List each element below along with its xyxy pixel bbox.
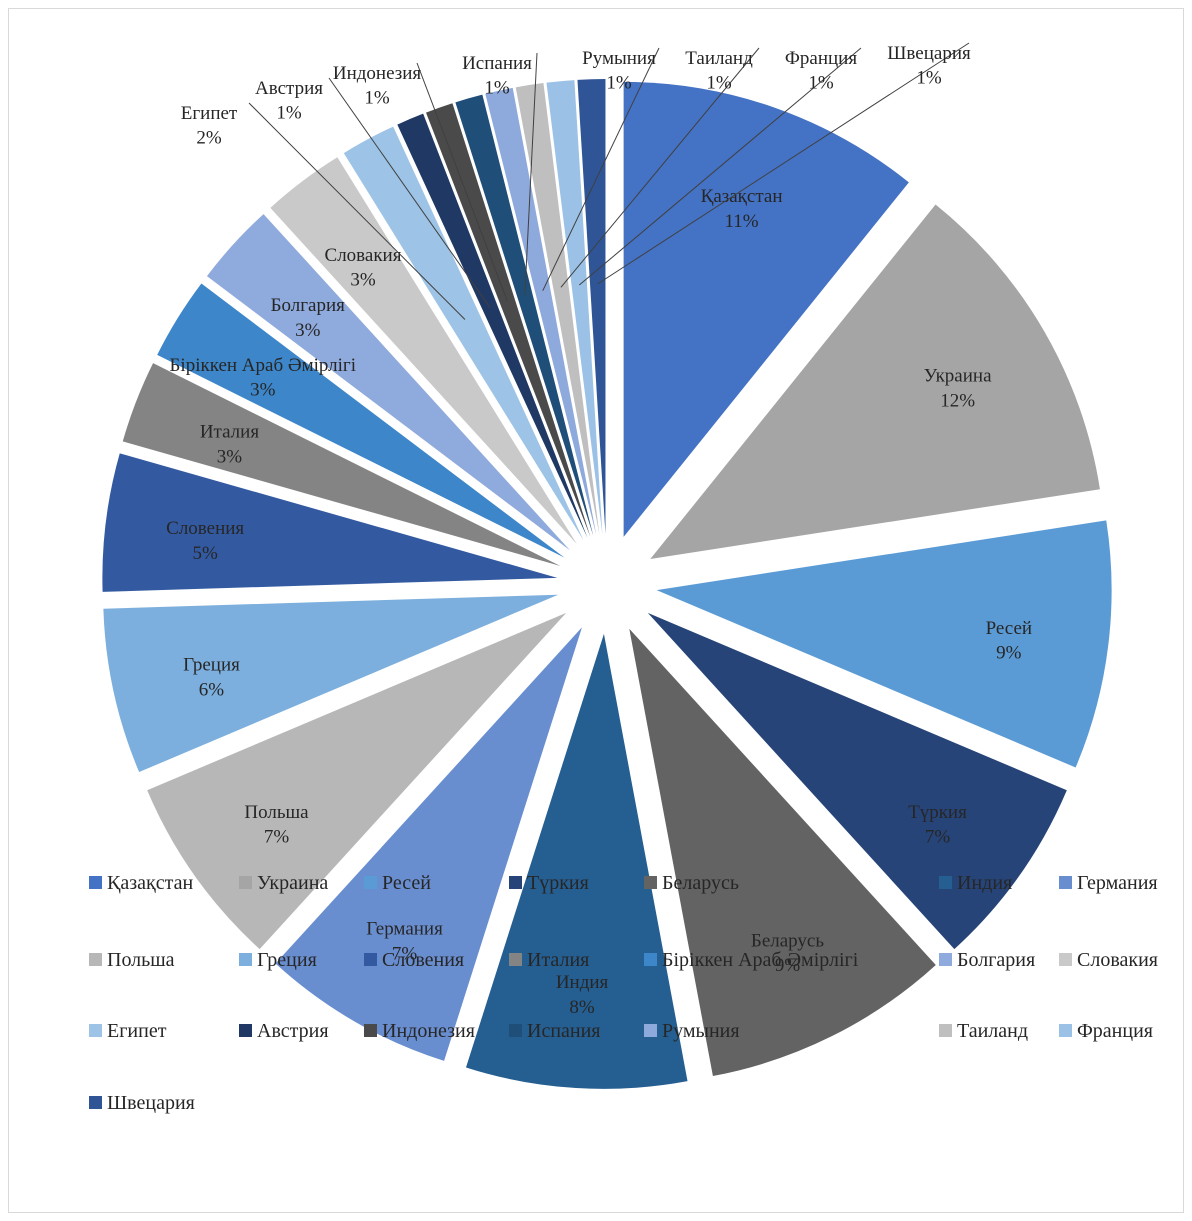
legend-swatch-испания — [509, 1024, 522, 1037]
legend-label-словакия: Словакия — [1077, 949, 1158, 971]
legend-label-германия: Германия — [1077, 872, 1158, 894]
legend-swatch-польша — [89, 953, 102, 966]
slice-label-франция: Франция 1% — [785, 48, 857, 94]
pie-slice-польша — [147, 612, 567, 950]
pie-slice-индонезия — [426, 103, 591, 537]
legend-swatch-индонезия — [364, 1024, 377, 1037]
legend-label-австрия: Австрия — [257, 1020, 329, 1042]
pie-slice-беларусь — [629, 628, 936, 1077]
pie-slice-индия — [465, 633, 688, 1089]
pie-slice-египет — [343, 126, 584, 540]
slice-label-беларусь: Беларусь 9% — [751, 930, 824, 976]
legend-label-испания: Испания — [527, 1020, 601, 1042]
legend-swatch-австрия — [239, 1024, 252, 1037]
legend-label-польша: Польша — [107, 949, 175, 971]
pie-slice-швецария — [577, 79, 606, 535]
legend-label-индия: Индия — [957, 872, 1012, 894]
chart-area: Қазақстан 11% Украина 12% Ресей 9% Түркия 7% Бел… — [8, 8, 1184, 1213]
legend: Қазақстан Украина Ресей Түркия Беларусь Индия… — [89, 872, 1158, 1114]
legend-swatch-ресей — [364, 876, 377, 889]
legend-swatch-румыния — [644, 1024, 657, 1037]
legend-swatch-индия — [939, 876, 952, 889]
legend-swatch-беларусь — [644, 876, 657, 889]
legend-label-греция: Греция — [257, 949, 317, 971]
slice-label-румыния: Румыния 1% — [582, 48, 656, 94]
slice-label-таиланд: Таиланд 1% — [685, 48, 753, 94]
legend-label-біріккен-араб-әмірлігі: Біріккен Араб Әмірлігі — [662, 949, 859, 971]
legend-swatch-болгария — [939, 953, 952, 966]
slice-label-ресей: Ресей 9% — [986, 618, 1033, 664]
leader-line-австрия — [328, 77, 491, 308]
legend-label-индонезия: Индонезия — [382, 1020, 475, 1042]
leader-line-румыния — [542, 47, 660, 291]
pie-slice-қазақстан — [623, 81, 909, 537]
leader-line-таиланд — [560, 47, 760, 288]
pie-slice-румыния — [485, 87, 597, 536]
legend-label-түркия: Түркия — [527, 872, 589, 894]
pie-slice-италия — [122, 363, 561, 566]
slice-label-қазақстан: Қазақстан 11% — [701, 186, 783, 232]
pie-slice-украина — [650, 204, 1100, 559]
pie-slice-словения — [102, 453, 558, 592]
legend-swatch-египет — [89, 1024, 102, 1037]
leader-line-индонезия — [416, 62, 508, 301]
slice-label-германия: Германия 7% — [366, 919, 443, 965]
slice-label-греция: Греция 6% — [183, 655, 240, 701]
legend-swatch-франция — [1059, 1024, 1072, 1037]
leader-line-швецария — [597, 42, 970, 285]
legend-label-қазақстан: Қазақстан — [107, 872, 193, 894]
slice-label-австрия: Австрия 1% — [255, 78, 323, 124]
legend-swatch-украина — [239, 876, 252, 889]
legend-label-беларусь: Беларусь — [662, 872, 739, 894]
slice-label-швецария: Швецария 1% — [887, 43, 971, 89]
pie-slice-испания — [455, 94, 594, 536]
pie-slice-таиланд — [515, 83, 600, 535]
slice-label-словения: Словения 5% — [166, 518, 244, 564]
legend-label-италия: Италия — [527, 949, 589, 971]
slice-label-испания: Испания 1% — [462, 53, 532, 99]
slice-label-словакия: Словакия 3% — [325, 245, 402, 291]
slice-label-польша: Польша 7% — [244, 802, 309, 848]
leader-line-франция — [578, 47, 862, 286]
pie-slice-германия — [275, 627, 582, 1061]
legend-swatch-словакия — [1059, 953, 1072, 966]
pie-slice-біріккен-араб-әмірлігі — [157, 283, 565, 558]
pie-slice-болгария — [206, 214, 571, 551]
legend-label-словения: Словения — [382, 949, 464, 971]
legend-swatch-словения — [364, 953, 377, 966]
legend-label-ресей: Ресей — [382, 872, 431, 894]
legend-swatch-біріккен-араб-әмірлігі — [644, 953, 657, 966]
legend-label-швецария: Швецария — [107, 1092, 195, 1114]
pie-slice-австрия — [397, 113, 588, 538]
pie-slice-түркия — [647, 612, 1067, 950]
slice-label-түркия: Түркия 7% — [908, 802, 967, 848]
slice-label-украина: Украина 12% — [924, 366, 992, 412]
pie-slice-греция — [103, 594, 559, 773]
slice-label-индонезия: Индонезия 1% — [333, 63, 422, 109]
slice-label-болгария: Болгария 3% — [271, 295, 346, 341]
legend-swatch-греция — [239, 953, 252, 966]
legend-label-египет: Египет — [107, 1020, 167, 1042]
legend-swatch-италия — [509, 953, 522, 966]
legend-label-румыния: Румыния — [662, 1020, 740, 1042]
legend-label-франция: Франция — [1077, 1020, 1153, 1042]
legend-label-таиланд: Таиланд — [957, 1020, 1028, 1042]
leader-line-испания — [524, 52, 538, 296]
leader-line-египет — [248, 102, 466, 320]
legend-label-болгария: Болгария — [957, 949, 1035, 971]
legend-label-украина: Украина — [257, 872, 328, 894]
slice-label-біріккен-араб-әмірлігі: Біріккен Араб Әмірлігі 3% — [170, 355, 356, 401]
legend-swatch-германия — [1059, 876, 1072, 889]
pie-slice-франция — [546, 80, 603, 535]
slice-label-индия: Индия 8% — [556, 972, 609, 1018]
legend-swatch-қазақстан — [89, 876, 102, 889]
slice-label-египет: Египет 2% — [181, 103, 238, 149]
pie-slice-ресей — [656, 520, 1112, 768]
legend-swatch-швецария — [89, 1096, 102, 1109]
pie-slice-словакия — [270, 157, 577, 545]
legend-swatch-түркия — [509, 876, 522, 889]
legend-swatch-таиланд — [939, 1024, 952, 1037]
slice-label-италия: Италия 3% — [200, 422, 260, 468]
pie-chart: Қазақстан 11% Украина 12% Ресей 9% Түркия 7% Бел… — [89, 42, 1158, 1114]
